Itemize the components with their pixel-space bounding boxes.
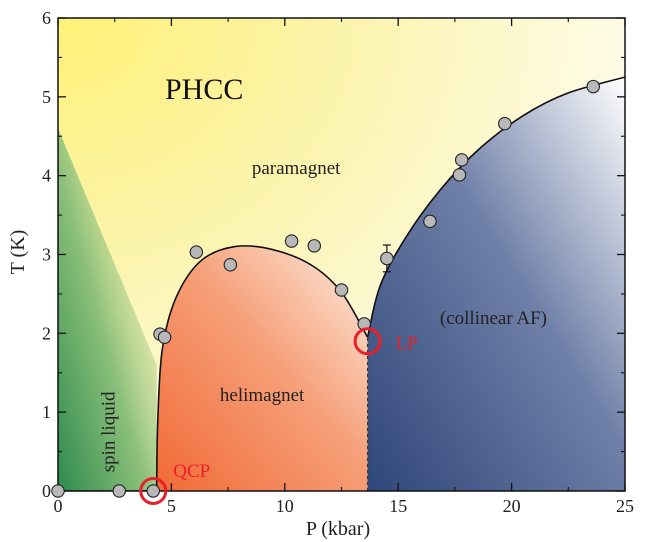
x-tick-label: 0 (54, 496, 63, 516)
helimagnet-boundary-curve (155, 245, 369, 491)
x-tick-label: 15 (389, 496, 407, 516)
critical-points: QCP LP (139, 327, 418, 505)
data-point (284, 234, 299, 248)
x-tick-label: 20 (503, 496, 521, 516)
helimagnet-region (156, 245, 368, 491)
data-point (146, 484, 161, 498)
y-axis-label: T (K) (7, 230, 29, 275)
x-tick-label: 25 (616, 496, 634, 516)
y-tick-label: 4 (42, 166, 51, 186)
data-point (498, 116, 512, 131)
data-point (454, 153, 469, 167)
collinear-af-region (367, 77, 625, 491)
chart-title: PHCC (165, 73, 243, 106)
data-points (51, 79, 600, 498)
axis-ticks (57, 17, 626, 492)
critical-point-circle (353, 327, 382, 356)
data-point (223, 257, 238, 272)
data-point (51, 484, 65, 498)
data-point (380, 251, 394, 266)
data-point (586, 79, 600, 94)
y-tick-label: 0 (42, 481, 51, 501)
critical-point-label: QCP (173, 461, 210, 482)
data-point (307, 239, 322, 253)
data-point (157, 330, 172, 345)
critical-point-circle (139, 477, 168, 505)
y-tick-label: 3 (42, 245, 51, 265)
plot-area (58, 18, 625, 491)
region-label: (collinear AF) (440, 308, 547, 329)
region-label: spin liquid (99, 391, 120, 472)
axis-tick-labels: 0 5 10 15 20 25 0 1 2 3 4 5 6 (42, 8, 634, 516)
region-label: paramagnet (252, 158, 341, 179)
y-tick-label: 1 (42, 402, 51, 422)
region-labels: paramagnet helimagnet (collinear AF) spin l… (99, 158, 547, 472)
data-point (189, 245, 204, 259)
x-tick-label: 10 (276, 496, 294, 516)
data-point (423, 214, 437, 229)
spin-liquid-region (58, 128, 157, 491)
y-tick-label: 5 (42, 87, 51, 107)
data-point (334, 283, 349, 297)
region-label: helimagnet (220, 385, 305, 406)
data-point (112, 484, 126, 498)
x-axis-label: P (kbar) (306, 518, 370, 540)
critical-point-label: LP (396, 333, 418, 354)
x-tick-label: 5 (167, 496, 176, 516)
data-point (452, 168, 467, 182)
y-tick-label: 2 (42, 323, 51, 343)
y-tick-label: 6 (42, 8, 51, 28)
